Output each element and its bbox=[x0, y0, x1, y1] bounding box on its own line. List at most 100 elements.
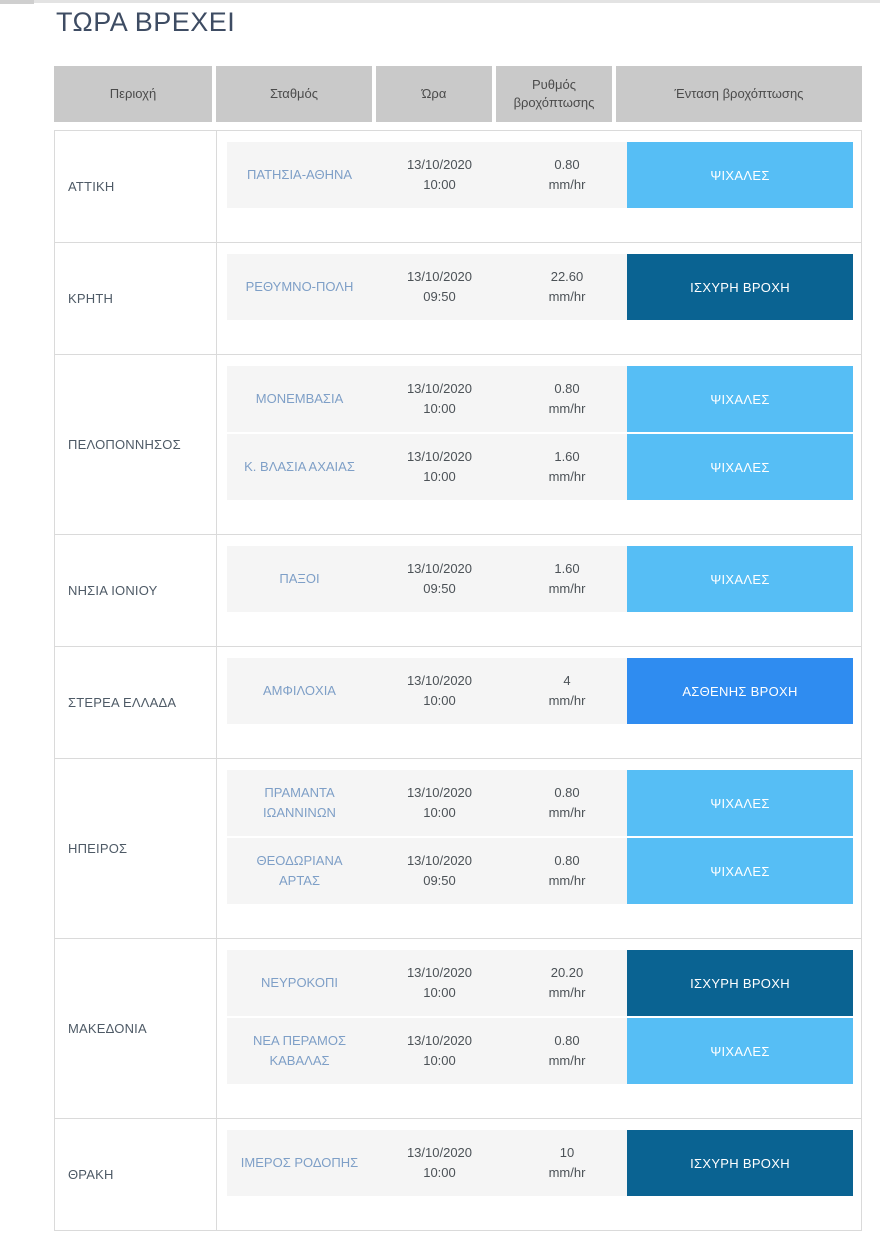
observation-time: 10:00 bbox=[423, 805, 456, 820]
rain-rate-unit: mm/hr bbox=[548, 289, 586, 304]
rain-rate-value: 1.60 bbox=[554, 448, 580, 464]
region-row: ΝΗΣΙΑ ΙΟΝΙΟΥ ΠΑΞΟΙ 13/10/2020 09:50 1.60… bbox=[54, 534, 862, 647]
station-link[interactable]: ΠΑΤΗΣΙΑ-ΑΘΗΝΑ bbox=[246, 166, 353, 182]
rain-rate-unit: mm/hr bbox=[548, 581, 586, 596]
station-cell: ΝΕΥΡΟΚΟΠΙ bbox=[227, 950, 372, 1016]
observation-date: 13/10/2020 bbox=[406, 784, 473, 800]
observation-time: 10:00 bbox=[423, 469, 456, 484]
region-stations: ΠΡΑΜΑΝΤΑ ΙΩΑΝΝΙΝΩΝ 13/10/2020 10:00 0.80… bbox=[217, 759, 865, 938]
observation-date: 13/10/2020 bbox=[406, 1032, 473, 1048]
station-link[interactable]: ΘΕΟΔΩΡΙΑΝΑ ΑΡΤΑΣ bbox=[256, 852, 343, 888]
observation-date: 13/10/2020 bbox=[406, 964, 473, 980]
observation-time: 10:00 bbox=[423, 401, 456, 416]
station-link[interactable]: ΡΕΘΥΜΝΟ-ΠΟΛΗ bbox=[245, 278, 354, 294]
rain-rate-unit: mm/hr bbox=[548, 1053, 586, 1068]
intensity-badge: ΙΣΧΥΡΗ ΒΡΟΧΗ bbox=[627, 254, 853, 320]
region-name-cell: ΘΡΑΚΗ bbox=[55, 1119, 217, 1230]
intensity-badge: ΨΙΧΑΛΕΣ bbox=[627, 770, 853, 836]
station-link[interactable]: ΜΟΝΕΜΒΑΣΙΑ bbox=[255, 390, 344, 406]
observation-time-cell: 13/10/2020 10:00 bbox=[372, 366, 507, 432]
station-link[interactable]: ΝΕΥΡΟΚΟΠΙ bbox=[261, 974, 338, 990]
intensity-badge: ΨΙΧΑΛΕΣ bbox=[627, 366, 853, 432]
station-cell: ΜΟΝΕΜΒΑΣΙΑ bbox=[227, 366, 372, 432]
intensity-label: ΙΣΧΥΡΗ ΒΡΟΧΗ bbox=[690, 975, 790, 991]
header-time: Ώρα bbox=[376, 66, 492, 122]
rain-rate-cell: 0.80 mm/hr bbox=[507, 366, 627, 432]
observation-date: 13/10/2020 bbox=[406, 268, 473, 284]
rain-rate-cell: 1.60 mm/hr bbox=[507, 546, 627, 612]
rain-rate-unit: mm/hr bbox=[548, 177, 586, 192]
observation-date: 13/10/2020 bbox=[406, 560, 473, 576]
region-name-cell: ΠΕΛΟΠΟΝΝΗΣΟΣ bbox=[55, 355, 217, 534]
station-link[interactable]: ΙΜΕΡΟΣ ΡΟΔΟΠΗΣ bbox=[240, 1154, 359, 1170]
region-name: ΣΤΕΡΕΑ ΕΛΛΑΔΑ bbox=[68, 695, 177, 710]
intensity-label: ΙΣΧΥΡΗ ΒΡΟΧΗ bbox=[690, 279, 790, 295]
region-name: ΗΠΕΙΡΟΣ bbox=[68, 841, 128, 856]
region-name: ΜΑΚΕΔΟΝΙΑ bbox=[68, 1021, 147, 1036]
observation-time-cell: 13/10/2020 09:50 bbox=[372, 546, 507, 612]
observation-time: 10:00 bbox=[423, 177, 456, 192]
station-cell: ΠΑΞΟΙ bbox=[227, 546, 372, 612]
station-cell: Κ. ΒΛΑΣΙΑ ΑΧΑΙΑΣ bbox=[227, 434, 372, 500]
intensity-badge: ΨΙΧΑΛΕΣ bbox=[627, 434, 853, 500]
station-cell: ΠΡΑΜΑΝΤΑ ΙΩΑΝΝΙΝΩΝ bbox=[227, 770, 372, 836]
rain-rate-value: 0.80 bbox=[554, 1032, 580, 1048]
region-row: ΣΤΕΡΕΑ ΕΛΛΑΔΑ ΑΜΦΙΛΟΧΙΑ 13/10/2020 10:00… bbox=[54, 646, 862, 759]
station-link[interactable]: ΝΕΑ ΠΕΡΑΜΟΣ ΚΑΒΑΛΑΣ bbox=[252, 1032, 347, 1068]
table-body: ΑΤΤΙΚΗ ΠΑΤΗΣΙΑ-ΑΘΗΝΑ 13/10/2020 10:00 0.… bbox=[54, 130, 862, 1231]
station-link[interactable]: ΠΑΞΟΙ bbox=[279, 570, 320, 586]
rain-rate-unit: mm/hr bbox=[548, 401, 586, 416]
observation-time-cell: 13/10/2020 09:50 bbox=[372, 838, 507, 904]
observation-date: 13/10/2020 bbox=[406, 156, 473, 172]
station-link[interactable]: Κ. ΒΛΑΣΙΑ ΑΧΑΙΑΣ bbox=[244, 458, 355, 474]
region-name-cell: ΝΗΣΙΑ ΙΟΝΙΟΥ bbox=[55, 535, 217, 646]
rain-rate-cell: 0.80 mm/hr bbox=[507, 770, 627, 836]
region-stations: ΝΕΥΡΟΚΟΠΙ 13/10/2020 10:00 20.20 mm/hr Ι… bbox=[217, 939, 865, 1118]
rain-rate-value: 0.80 bbox=[554, 380, 580, 396]
intensity-label: ΨΙΧΑΛΕΣ bbox=[710, 391, 770, 407]
rain-now-table: Περιοχή Σταθμός Ώρα Ρυθμός βροχόπτωσης Έ… bbox=[54, 66, 862, 1231]
rain-rate-cell: 0.80 mm/hr bbox=[507, 142, 627, 208]
station-link[interactable]: ΑΜΦΙΛΟΧΙΑ bbox=[263, 682, 336, 698]
rain-rate-value: 0.80 bbox=[554, 852, 580, 868]
region-stations: ΑΜΦΙΛΟΧΙΑ 13/10/2020 10:00 4 mm/hr ΑΣΘΕΝ… bbox=[217, 647, 865, 758]
region-name-cell: ΜΑΚΕΔΟΝΙΑ bbox=[55, 939, 217, 1118]
rain-rate-value: 4 bbox=[563, 672, 571, 688]
rain-rate-unit: mm/hr bbox=[548, 693, 586, 708]
region-stations: ΜΟΝΕΜΒΑΣΙΑ 13/10/2020 10:00 0.80 mm/hr Ψ… bbox=[217, 355, 865, 534]
page-top-divider bbox=[0, 0, 880, 3]
station-cell: ΙΜΕΡΟΣ ΡΟΔΟΠΗΣ bbox=[227, 1130, 372, 1196]
station-link[interactable]: ΠΡΑΜΑΝΤΑ ΙΩΑΝΝΙΝΩΝ bbox=[263, 784, 336, 820]
observation-date: 13/10/2020 bbox=[406, 448, 473, 464]
header-rain-rate: Ρυθμός βροχόπτωσης bbox=[496, 66, 612, 122]
rain-rate-value: 0.80 bbox=[554, 156, 580, 172]
rain-rate-cell: 4 mm/hr bbox=[507, 658, 627, 724]
intensity-badge: ΨΙΧΑΛΕΣ bbox=[627, 546, 853, 612]
observation-time-cell: 13/10/2020 10:00 bbox=[372, 1018, 507, 1084]
intensity-badge: ΨΙΧΑΛΕΣ bbox=[627, 838, 853, 904]
header-station: Σταθμός bbox=[216, 66, 372, 122]
region-stations: ΠΑΞΟΙ 13/10/2020 09:50 1.60 mm/hr ΨΙΧΑΛΕ… bbox=[217, 535, 865, 646]
intensity-label: ΑΣΘΕΝΗΣ ΒΡΟΧΗ bbox=[682, 683, 798, 699]
rain-rate-cell: 0.80 mm/hr bbox=[507, 1018, 627, 1084]
region-row: ΚΡΗΤΗ ΡΕΘΥΜΝΟ-ΠΟΛΗ 13/10/2020 09:50 22.6… bbox=[54, 242, 862, 355]
observation-date: 13/10/2020 bbox=[406, 852, 473, 868]
observation-date: 13/10/2020 bbox=[406, 1144, 473, 1160]
rain-rate-cell: 20.20 mm/hr bbox=[507, 950, 627, 1016]
observation-time-cell: 13/10/2020 10:00 bbox=[372, 770, 507, 836]
station-cell: ΠΑΤΗΣΙΑ-ΑΘΗΝΑ bbox=[227, 142, 372, 208]
observation-time: 10:00 bbox=[423, 1165, 456, 1180]
observation-time: 09:50 bbox=[423, 289, 456, 304]
region-name: ΚΡΗΤΗ bbox=[68, 291, 114, 306]
region-name: ΝΗΣΙΑ ΙΟΝΙΟΥ bbox=[68, 583, 158, 598]
region-name: ΑΤΤΙΚΗ bbox=[68, 179, 115, 194]
rain-rate-unit: mm/hr bbox=[548, 873, 586, 888]
region-stations: ΠΑΤΗΣΙΑ-ΑΘΗΝΑ 13/10/2020 10:00 0.80 mm/h… bbox=[217, 131, 865, 242]
observation-date: 13/10/2020 bbox=[406, 380, 473, 396]
station-row: ΝΕΑ ΠΕΡΑΜΟΣ ΚΑΒΑΛΑΣ 13/10/2020 10:00 0.8… bbox=[227, 1018, 853, 1084]
station-row: ΠΡΑΜΑΝΤΑ ΙΩΑΝΝΙΝΩΝ 13/10/2020 10:00 0.80… bbox=[227, 770, 853, 836]
rain-rate-value: 0.80 bbox=[554, 784, 580, 800]
intensity-label: ΨΙΧΑΛΕΣ bbox=[710, 795, 770, 811]
station-row: Κ. ΒΛΑΣΙΑ ΑΧΑΙΑΣ 13/10/2020 10:00 1.60 m… bbox=[227, 434, 853, 500]
